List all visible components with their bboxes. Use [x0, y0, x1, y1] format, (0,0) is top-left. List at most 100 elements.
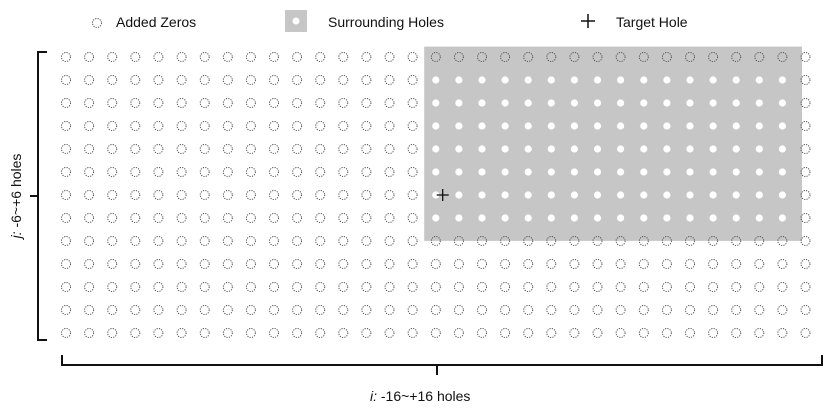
added-zero [453, 236, 464, 246]
surrounding-hole [732, 191, 740, 199]
added-zero [661, 236, 672, 246]
added-zero [199, 305, 210, 315]
surrounding-hole [432, 168, 440, 176]
added-zero [407, 52, 418, 62]
added-zero [546, 236, 557, 246]
added-zero [130, 144, 141, 154]
surrounding-hole [778, 122, 787, 130]
surrounding-hole [617, 122, 625, 130]
added-zero [245, 167, 256, 177]
added-zero [292, 190, 303, 200]
added-zero [754, 305, 765, 315]
added-zero [685, 328, 695, 338]
surrounding-holes-legend-dot-icon [292, 17, 300, 25]
added-zero [754, 52, 765, 62]
added-zero [245, 236, 256, 246]
added-zero [315, 259, 326, 269]
added-zero [384, 305, 395, 315]
added-zero [61, 98, 71, 108]
j-axis-variable: j: [8, 231, 24, 239]
added-zeros-legend-icon [92, 18, 102, 28]
added-zero [731, 305, 742, 315]
added-zero [384, 167, 395, 177]
added-zero [800, 144, 811, 154]
added-zero [176, 121, 187, 131]
added-zero [176, 213, 187, 223]
added-zero [315, 282, 326, 292]
added-zero [84, 144, 95, 154]
added-zero [61, 121, 71, 131]
added-zero [107, 52, 118, 62]
added-zero [477, 282, 487, 292]
surrounding-hole [640, 76, 648, 84]
surrounding-hole [663, 76, 671, 84]
added-zero [777, 305, 788, 315]
surrounding-hole [686, 76, 694, 84]
surrounding-hole [640, 122, 648, 130]
added-zero [269, 259, 279, 269]
surrounding-hole [640, 191, 648, 199]
added-zero [153, 213, 164, 223]
added-zero [615, 282, 626, 292]
surrounding-hole [709, 122, 717, 130]
added-zero [361, 213, 372, 223]
added-zero [500, 236, 511, 246]
added-zero [523, 282, 534, 292]
added-zero [638, 52, 649, 62]
added-zero [292, 259, 303, 269]
added-zero [407, 328, 418, 338]
surrounding-hole [686, 99, 694, 107]
added-zero [384, 259, 395, 269]
surrounding-hole [732, 168, 740, 176]
added-zero [292, 213, 303, 223]
added-zero [754, 259, 765, 269]
added-zero [430, 282, 441, 292]
surrounding-hole [478, 145, 486, 153]
added-zero [800, 305, 811, 315]
added-zero [315, 167, 326, 177]
added-zero [176, 282, 187, 292]
added-zeros-legend-label: Added Zeros [116, 14, 197, 30]
target-hole-legend-label: Target Hole [616, 14, 688, 30]
added-zero [199, 282, 210, 292]
j-range-bracket [30, 51, 47, 341]
added-zero [523, 52, 534, 62]
added-zero [199, 52, 210, 62]
surrounding-hole [524, 145, 532, 153]
added-zero [523, 259, 534, 269]
added-zero [661, 305, 672, 315]
added-zero [361, 328, 372, 338]
added-zero [477, 259, 487, 269]
added-zero [130, 259, 141, 269]
added-zero [315, 144, 326, 154]
added-zero [592, 236, 603, 246]
added-zero [269, 167, 279, 177]
added-zero [661, 259, 672, 269]
added-zero [61, 167, 71, 177]
added-zero [176, 328, 187, 338]
added-zero [407, 236, 418, 246]
added-zero [592, 52, 603, 62]
added-zero [84, 305, 95, 315]
added-zero [292, 305, 303, 315]
surrounding-hole [547, 168, 555, 176]
surrounding-hole [663, 191, 671, 199]
added-zero [384, 213, 395, 223]
added-zero [199, 167, 210, 177]
surrounding-hole [640, 145, 648, 153]
surrounding-hole [524, 99, 532, 107]
added-zero [176, 52, 187, 62]
added-zero [384, 75, 395, 85]
added-zero [222, 190, 233, 200]
surrounding-hole [663, 168, 671, 176]
added-zero [222, 282, 233, 292]
surrounding-hole [755, 191, 763, 199]
added-zero [777, 236, 788, 246]
added-zero [107, 213, 118, 223]
added-zero [407, 305, 418, 315]
j-axis-label: j: -6~+6 holes [8, 151, 24, 241]
added-zero [338, 98, 349, 108]
surrounding-hole [778, 214, 787, 222]
surrounding-hole [547, 214, 555, 222]
